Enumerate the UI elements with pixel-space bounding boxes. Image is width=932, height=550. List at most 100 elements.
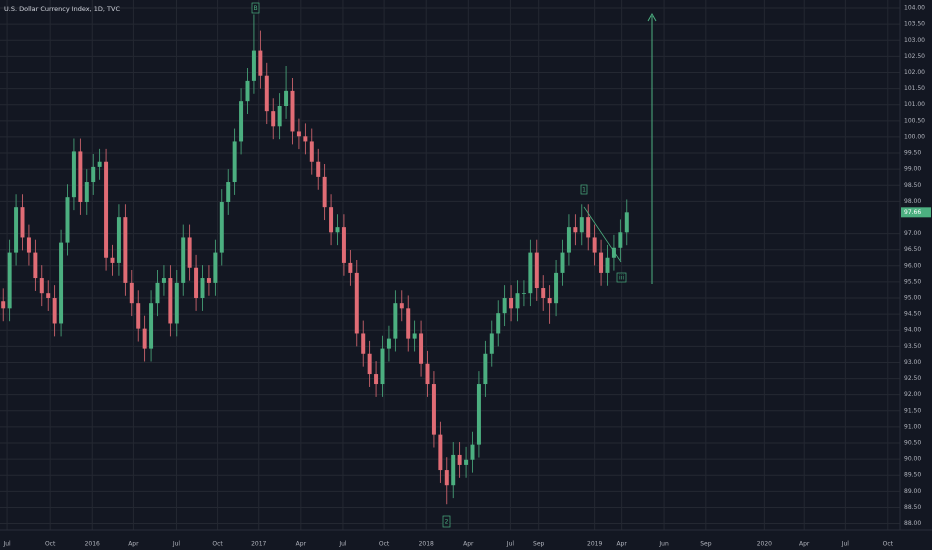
- candle-body: [444, 470, 449, 486]
- x-tick-label: Jul: [841, 541, 850, 548]
- candle-body: [258, 50, 263, 76]
- candle-body: [161, 278, 166, 283]
- candle-body: [618, 232, 623, 248]
- candle-body: [483, 353, 488, 385]
- y-tick-label: 95.50: [904, 278, 921, 285]
- candle-body: [592, 237, 597, 253]
- candle-body: [489, 333, 494, 354]
- y-tick-label: 90.50: [904, 440, 921, 447]
- candle-body: [374, 374, 379, 385]
- x-tick-label: 2016: [85, 541, 100, 548]
- candle-body: [496, 313, 501, 334]
- candle-body: [91, 166, 96, 183]
- candle-body: [277, 106, 282, 127]
- candle-body: [39, 278, 44, 294]
- candle-body: [136, 303, 141, 329]
- x-tick-label: 2019: [587, 541, 602, 548]
- candle-body: [560, 252, 565, 273]
- wave-text: B: [253, 5, 257, 12]
- candle-body: [116, 217, 121, 263]
- y-tick-label: 103.50: [904, 21, 925, 28]
- candle-body: [399, 303, 404, 309]
- candle-body: [579, 217, 584, 233]
- candle-body: [476, 384, 481, 445]
- y-tick-label: 98.50: [904, 182, 921, 189]
- candle-body: [348, 262, 353, 273]
- candle-body: [84, 182, 89, 203]
- candle-body: [290, 90, 295, 132]
- candle-body: [566, 227, 571, 253]
- trend-line: [583, 206, 622, 263]
- x-tick-label: Jun: [658, 541, 669, 548]
- candle-body: [541, 288, 546, 299]
- candle-body: [380, 348, 385, 385]
- y-tick-label: 101.50: [904, 85, 925, 92]
- candle-body: [554, 272, 559, 304]
- candle-body: [464, 459, 469, 465]
- candle-body: [367, 353, 372, 375]
- candle-body: [528, 252, 533, 294]
- candle-body: [232, 141, 237, 183]
- x-tick-label: 2018: [419, 541, 434, 548]
- candle-body: [284, 90, 289, 106]
- last-price-box: [901, 207, 931, 218]
- candle-body: [354, 272, 359, 334]
- candle-body: [296, 131, 301, 137]
- x-tick-label: Jul: [172, 541, 181, 548]
- candle-body: [20, 207, 25, 238]
- candle-body: [78, 151, 83, 203]
- candle-body: [451, 454, 456, 486]
- candle-body: [174, 282, 179, 324]
- candle-body: [573, 227, 578, 233]
- x-tick-label: Apr: [799, 541, 810, 548]
- candle-body: [226, 182, 231, 203]
- candle-body: [586, 217, 591, 238]
- x-tick-label: Apr: [296, 541, 307, 548]
- candle-body: [52, 298, 57, 324]
- candle-body: [59, 242, 64, 324]
- wave-box: [442, 515, 451, 528]
- candle-body: [322, 176, 327, 208]
- y-tick-label: 89.00: [904, 488, 921, 495]
- candle-body: [14, 207, 19, 253]
- candle-body: [149, 303, 154, 349]
- y-tick-label: 91.00: [904, 423, 921, 430]
- candle-body: [502, 298, 507, 314]
- wave-text: 1: [582, 187, 586, 194]
- candle-body: [457, 454, 462, 465]
- x-tick-label: Oct: [883, 541, 894, 548]
- candle-body: [245, 80, 250, 102]
- y-tick-label: 92.00: [904, 391, 921, 398]
- x-tick-label: Apr: [128, 541, 139, 548]
- candle-body: [361, 333, 366, 354]
- candle-body: [97, 161, 102, 167]
- candle-body: [425, 363, 430, 385]
- candle-body: [599, 252, 604, 273]
- candle-body: [206, 278, 211, 283]
- candle-body: [406, 308, 411, 339]
- y-tick-label: 94.50: [904, 311, 921, 318]
- wave-box: [580, 184, 588, 195]
- y-tick-label: 91.50: [904, 407, 921, 414]
- y-tick-label: 88.00: [904, 520, 921, 527]
- y-tick-label: 96.00: [904, 262, 921, 269]
- candle-body: [431, 384, 436, 435]
- candle-body: [534, 252, 539, 289]
- y-tick-label: 98.00: [904, 198, 921, 205]
- candles: [1, 14, 629, 505]
- x-tick-label: 2017: [251, 541, 266, 548]
- candle-body: [393, 303, 398, 339]
- candle-body: [515, 293, 520, 309]
- candle-body: [329, 207, 334, 233]
- candle-body: [309, 141, 314, 162]
- y-tick-label: 94.00: [904, 327, 921, 334]
- y-tick-label: 99.50: [904, 150, 921, 157]
- x-tick-label: Sep: [700, 541, 712, 548]
- x-tick-label: Apr: [463, 541, 474, 548]
- candle-body: [509, 298, 514, 309]
- y-tick-label: 89.50: [904, 472, 921, 479]
- x-tick-label: Jul: [2, 541, 11, 548]
- candle-body: [46, 293, 51, 299]
- candle-body: [605, 257, 610, 273]
- candle-body: [239, 101, 244, 142]
